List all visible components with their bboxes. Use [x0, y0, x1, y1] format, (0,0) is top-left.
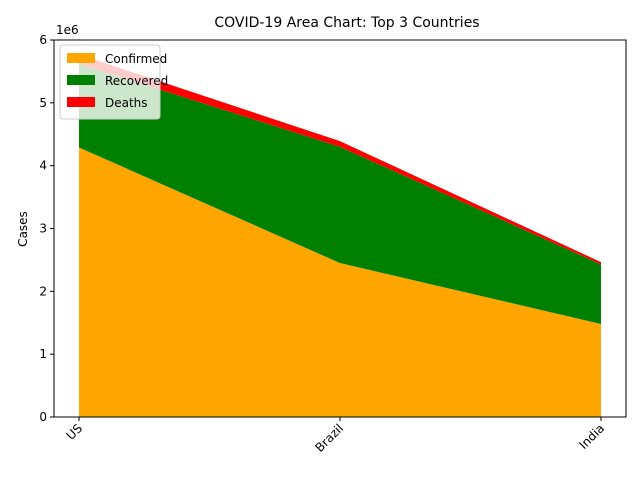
legend-swatch	[67, 75, 95, 85]
chart-title: COVID-19 Area Chart: Top 3 Countries	[214, 15, 479, 31]
y-axis-ticks: 0 1 2 3 4 5 6	[39, 33, 54, 424]
y-tick-label: 6	[39, 33, 47, 47]
area-recovered	[79, 63, 601, 325]
x-tick-label: Brazil	[313, 421, 347, 455]
y-axis-label: Cases	[16, 211, 30, 247]
legend: Confirmed Recovered Deaths	[59, 44, 168, 120]
y-tick-label: 3	[39, 222, 47, 236]
y-tick-label: 2	[39, 284, 47, 298]
legend-label: Recovered	[105, 74, 168, 88]
x-tick-label: US	[64, 421, 86, 443]
x-axis-ticks: US Brazil India	[64, 417, 607, 455]
y-axis-offset-text: 1e6	[56, 23, 79, 37]
x-tick-label: India	[576, 421, 607, 452]
legend-swatch	[67, 97, 95, 107]
y-tick-label: 5	[39, 96, 47, 110]
legend-label: Confirmed	[105, 52, 167, 66]
y-tick-label: 4	[39, 159, 47, 173]
legend-swatch	[67, 53, 95, 63]
legend-label: Deaths	[105, 96, 148, 110]
y-tick-label: 0	[39, 410, 47, 424]
area-confirmed	[79, 147, 601, 417]
y-tick-label: 1	[39, 347, 47, 361]
